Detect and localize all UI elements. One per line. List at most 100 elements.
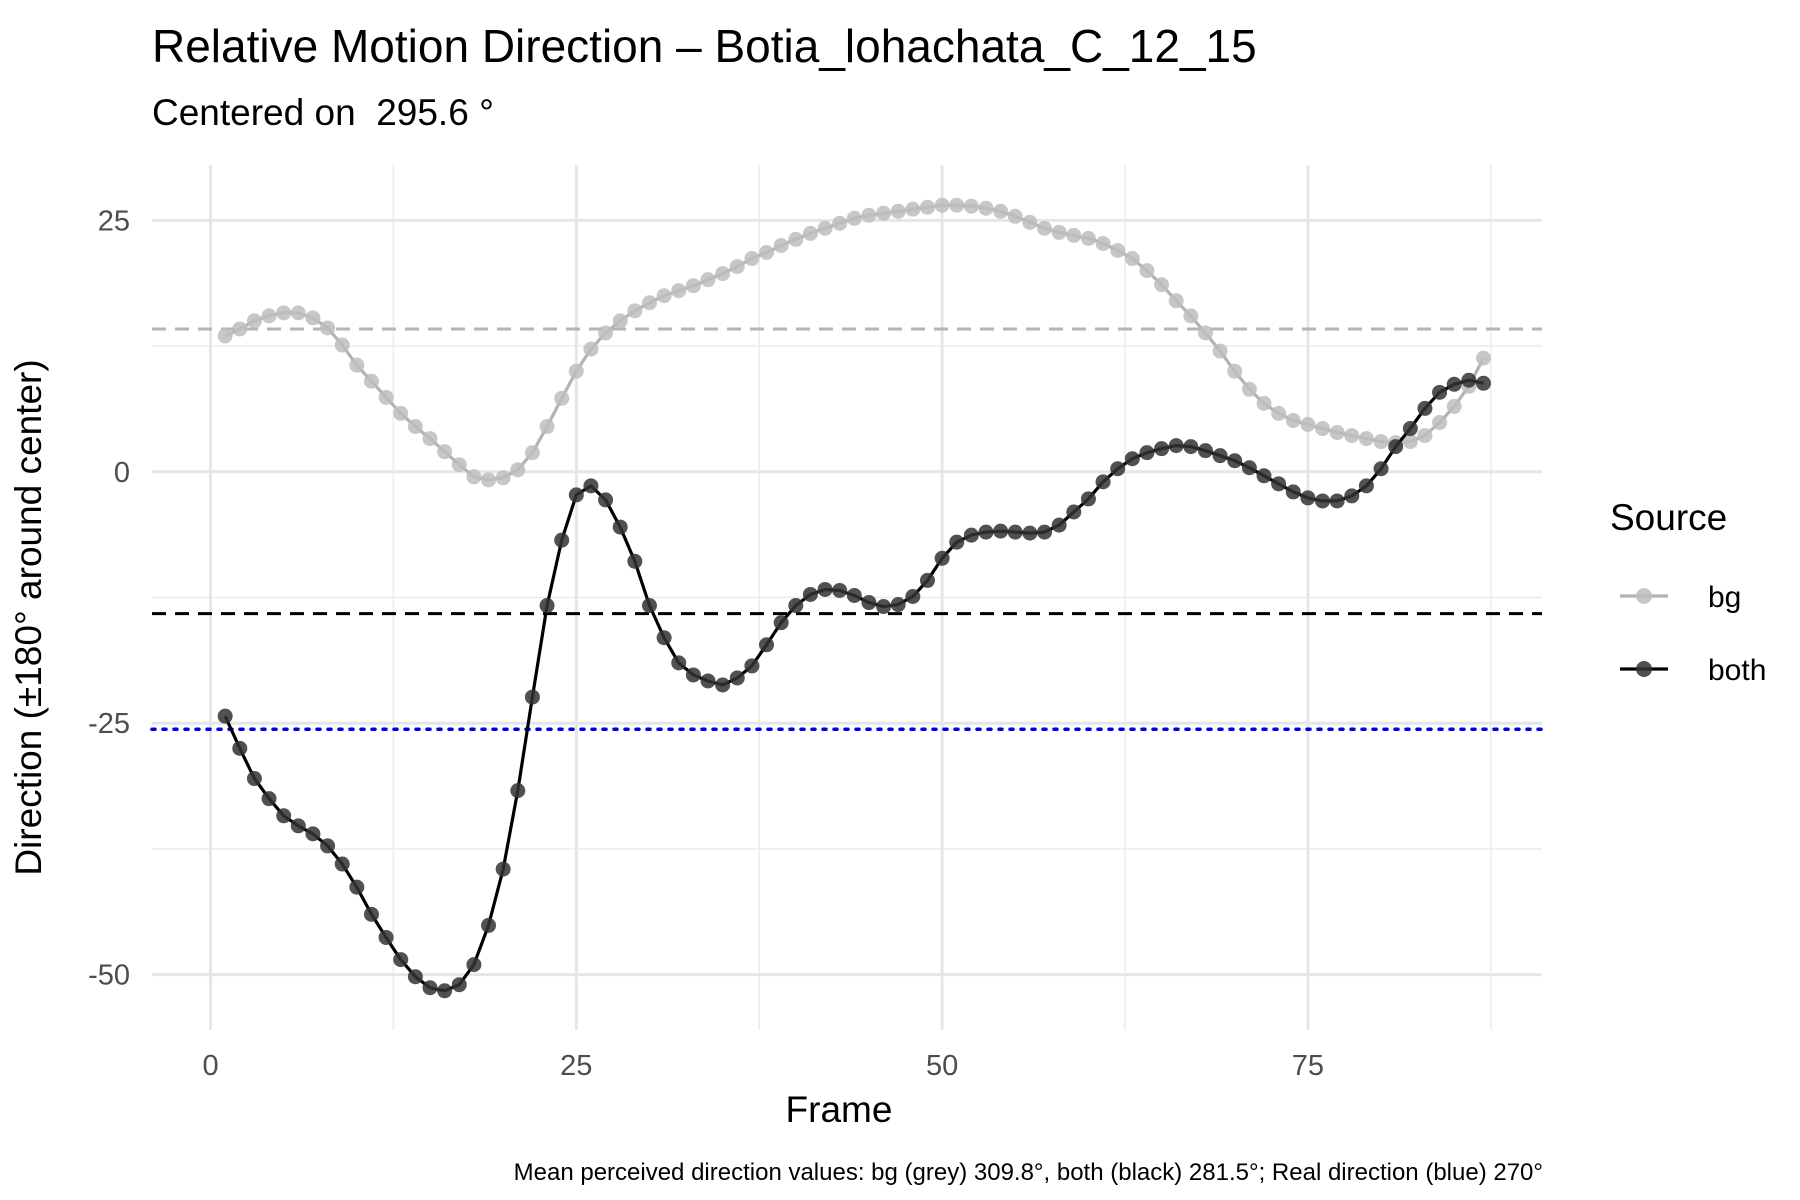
data-point-both — [510, 783, 526, 799]
data-point-bg — [1007, 208, 1023, 224]
data-point-bg — [1212, 343, 1228, 359]
data-point-both — [1432, 384, 1448, 400]
data-point-both — [715, 677, 731, 693]
data-point-bg — [919, 199, 935, 215]
y-tick-label: -25 — [88, 708, 130, 740]
data-point-both — [349, 879, 365, 895]
series-line-bg — [224, 203, 1485, 482]
data-point-both — [481, 917, 497, 933]
data-point-both — [1388, 439, 1404, 455]
data-point-bg — [817, 220, 833, 236]
data-point-bg — [1022, 214, 1038, 230]
data-point-both — [832, 582, 848, 598]
data-point-both — [802, 586, 818, 602]
data-point-both — [1417, 400, 1433, 416]
data-point-bg — [1066, 227, 1082, 243]
y-tick-label: -50 — [88, 960, 130, 992]
data-point-both — [1124, 451, 1140, 467]
data-point-both — [1139, 445, 1155, 461]
data-point-both — [729, 670, 745, 686]
x-tick-label: 50 — [926, 1050, 958, 1082]
data-point-both — [1022, 525, 1038, 541]
data-point-both — [568, 487, 584, 503]
data-point-bg — [700, 272, 716, 288]
data-point-both — [963, 527, 979, 543]
data-point-bg — [451, 457, 467, 473]
data-point-both — [1256, 468, 1272, 484]
data-point-both — [876, 599, 892, 615]
data-point-both — [1095, 474, 1111, 490]
data-point-bg — [261, 308, 277, 324]
data-point-both — [1051, 517, 1067, 533]
data-point-bg — [1037, 220, 1053, 236]
legend-title: Source — [1610, 497, 1727, 538]
data-point-both — [788, 598, 804, 614]
data-point-bg — [715, 266, 731, 282]
data-point-bg — [1344, 428, 1360, 444]
data-point-bg — [320, 320, 336, 336]
data-point-bg — [495, 470, 511, 486]
data-point-both — [217, 708, 233, 724]
data-point-both — [524, 689, 540, 705]
legend-key-point-bg — [1636, 588, 1652, 604]
chart-title: Relative Motion Direction – Botia_lohach… — [152, 20, 1257, 72]
data-point-both — [1241, 460, 1257, 476]
data-point-both — [744, 658, 760, 674]
data-point-both — [919, 572, 935, 588]
data-point-both — [334, 856, 350, 872]
legend-label-bg: bg — [1708, 581, 1741, 614]
data-point-both — [905, 588, 921, 604]
data-point-bg — [876, 205, 892, 221]
data-point-bg — [1417, 428, 1433, 444]
data-point-both — [1344, 488, 1360, 504]
data-point-both — [890, 597, 906, 613]
data-point-bg — [627, 303, 643, 319]
data-point-bg — [729, 259, 745, 275]
data-point-both — [1329, 493, 1345, 509]
data-point-bg — [305, 310, 321, 326]
data-point-bg — [890, 203, 906, 219]
data-point-both — [451, 977, 467, 993]
data-point-bg — [510, 462, 526, 478]
data-point-both — [671, 655, 687, 671]
y-tick-label: 25 — [98, 205, 130, 237]
data-point-both — [1358, 478, 1374, 494]
data-point-both — [1066, 504, 1082, 520]
data-point-bg — [1373, 434, 1389, 450]
data-point-both — [598, 492, 614, 508]
data-point-both — [246, 771, 262, 787]
data-point-bg — [1285, 412, 1301, 428]
data-point-both — [1154, 441, 1170, 457]
data-point-both — [1197, 443, 1213, 459]
data-point-both — [949, 534, 965, 550]
data-point-bg — [1256, 395, 1272, 411]
series-layer — [217, 197, 1491, 999]
data-point-bg — [1241, 381, 1257, 397]
legend-key-point-both — [1636, 661, 1652, 677]
data-point-bg — [378, 389, 394, 405]
data-point-both — [627, 553, 643, 569]
data-point-bg — [744, 251, 760, 267]
data-point-both — [1183, 439, 1199, 455]
data-point-both — [363, 906, 379, 922]
data-point-both — [861, 595, 877, 611]
data-point-both — [495, 861, 511, 877]
data-point-bg — [437, 444, 453, 460]
data-point-bg — [671, 283, 687, 299]
data-point-both — [1110, 461, 1126, 477]
data-point-bg — [788, 231, 804, 247]
data-point-bg — [1300, 417, 1316, 432]
legend: Source bg both — [1610, 497, 1766, 687]
data-point-bg — [773, 237, 789, 253]
data-point-bg — [1446, 398, 1462, 414]
data-point-bg — [993, 203, 1009, 219]
data-point-bg — [349, 357, 365, 373]
data-point-bg — [934, 197, 950, 213]
data-point-bg — [1154, 277, 1170, 293]
data-point-both — [437, 983, 453, 999]
data-point-bg — [802, 225, 818, 241]
data-point-bg — [1402, 434, 1418, 450]
data-point-both — [1285, 484, 1301, 500]
grid-lines — [152, 165, 1542, 1030]
data-point-bg — [568, 363, 584, 379]
